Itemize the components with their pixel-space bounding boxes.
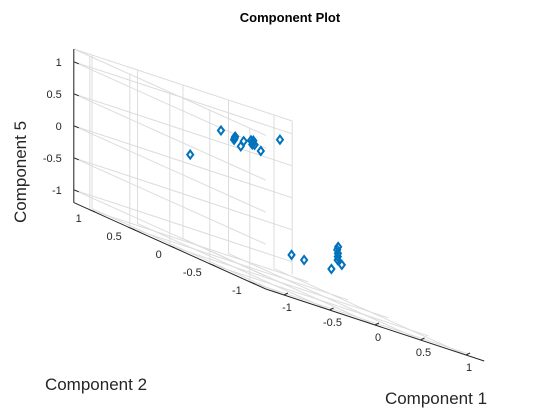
grid-line bbox=[73, 189, 293, 263]
data-point bbox=[287, 249, 296, 261]
data-point bbox=[275, 134, 285, 146]
z-tick bbox=[73, 189, 79, 193]
y-axis-label: Component 2 bbox=[45, 375, 147, 394]
data-point bbox=[299, 254, 309, 266]
data-point bbox=[185, 148, 195, 161]
y-tick-label: 0.5 bbox=[107, 231, 122, 243]
grid-line bbox=[73, 157, 267, 245]
y-axis-line bbox=[73, 202, 267, 290]
y-tick-label: -0.5 bbox=[183, 267, 202, 279]
grid-line bbox=[169, 245, 389, 319]
y-tick bbox=[89, 209, 95, 213]
grid-line bbox=[73, 125, 293, 199]
x-tick bbox=[283, 292, 289, 296]
data-points bbox=[185, 124, 347, 275]
chart-title: Component Plot bbox=[240, 10, 341, 25]
tick-marks bbox=[73, 61, 471, 356]
z-tick-label: -1 bbox=[52, 185, 62, 197]
x-tick-label: 1 bbox=[466, 362, 472, 374]
x-tick bbox=[329, 307, 334, 311]
x-tick bbox=[374, 322, 380, 326]
x-tick-label: 0 bbox=[375, 332, 381, 344]
data-point bbox=[337, 259, 347, 271]
z-tick-label: 1 bbox=[56, 57, 62, 69]
axis-box bbox=[73, 49, 485, 362]
box-edge bbox=[73, 48, 267, 136]
z-tick bbox=[73, 61, 79, 65]
z-tick-label: 0 bbox=[56, 121, 62, 133]
z-tick bbox=[73, 93, 79, 97]
box-edge bbox=[73, 48, 293, 122]
data-point bbox=[333, 241, 343, 253]
grid-lines bbox=[73, 48, 469, 356]
x-tick-label: 0.5 bbox=[416, 347, 431, 359]
y-tick-label: -1 bbox=[232, 285, 242, 297]
x-tick bbox=[420, 337, 425, 341]
z-tick-label: -0.5 bbox=[43, 153, 62, 165]
data-point bbox=[249, 135, 258, 147]
grid-line bbox=[249, 281, 469, 355]
data-point bbox=[216, 124, 226, 137]
y-tick-label: 1 bbox=[76, 213, 82, 225]
y-tick bbox=[169, 245, 175, 249]
data-point bbox=[230, 130, 240, 143]
x-tick bbox=[465, 352, 471, 356]
data-point bbox=[239, 135, 248, 147]
grid-line bbox=[73, 93, 267, 181]
tick-labels: -1 -0.5 0 0.5 1 -1 -0.5 0 0.5 1 -1 -0.5 0 0.5 1 bbox=[43, 57, 472, 374]
data-point bbox=[256, 145, 266, 157]
data-point bbox=[327, 263, 336, 275]
grid-line bbox=[73, 189, 267, 277]
x-tick-label: -0.5 bbox=[323, 317, 342, 329]
y-tick-label: 0 bbox=[156, 249, 162, 261]
x-axis-label: Component 1 bbox=[385, 389, 487, 408]
y-tick bbox=[129, 227, 135, 231]
x-tick-label: -1 bbox=[282, 302, 292, 314]
y-tick bbox=[249, 281, 255, 285]
z-tick bbox=[73, 157, 79, 161]
z-tick-label: 0.5 bbox=[47, 89, 62, 101]
z-tick bbox=[73, 125, 79, 129]
grid-line bbox=[73, 157, 293, 231]
y-tick bbox=[209, 263, 215, 267]
z-axis-label: Component 5 bbox=[11, 121, 30, 223]
grid-line bbox=[73, 93, 293, 167]
grid-line bbox=[209, 263, 429, 337]
grid-line bbox=[73, 125, 267, 213]
